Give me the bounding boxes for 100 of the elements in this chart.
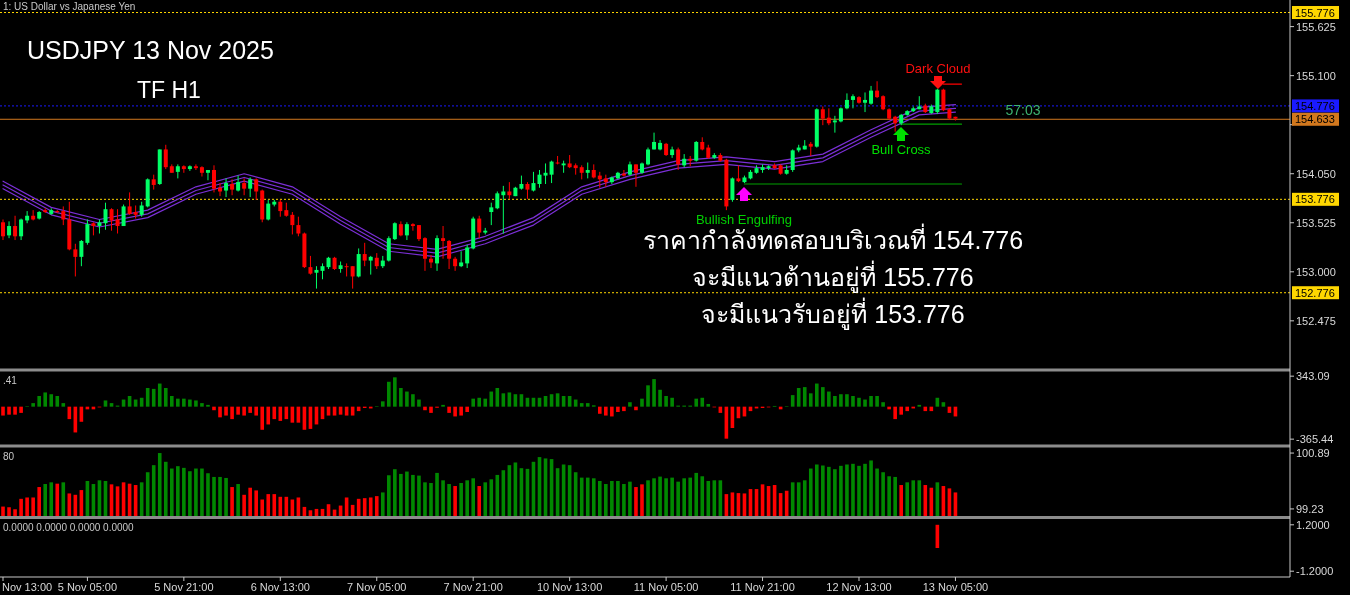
bar	[459, 406, 463, 416]
candlestick	[181, 164, 186, 174]
bar	[31, 403, 35, 407]
candlestick	[127, 191, 132, 216]
ref-line-label: 153.776	[1295, 193, 1335, 206]
bar	[393, 377, 397, 407]
candlestick	[826, 107, 831, 126]
bar	[616, 406, 620, 412]
bar	[881, 402, 885, 407]
x-tick-label: 11 Nov 05:00	[633, 581, 699, 593]
bar	[387, 381, 391, 407]
bar	[694, 398, 699, 407]
candlestick	[935, 88, 940, 115]
candlestick	[13, 215, 18, 241]
x-tick-label: 10 Nov 13:00	[536, 581, 603, 593]
bar	[808, 393, 813, 407]
bar	[941, 402, 946, 407]
bar	[188, 399, 192, 407]
bar	[796, 388, 801, 407]
bar	[405, 391, 409, 407]
bar	[899, 406, 903, 415]
bar	[230, 406, 234, 420]
candlestick	[224, 177, 229, 198]
candlestick	[212, 164, 216, 193]
y-tick-label: 155.625	[1296, 20, 1336, 33]
candlestick	[869, 85, 874, 106]
bar	[224, 406, 228, 416]
bar	[670, 397, 674, 407]
bar	[272, 406, 277, 420]
y-tick-label: -1.2000	[1296, 565, 1334, 578]
bar	[266, 406, 271, 425]
annotation: Bull Cross	[871, 142, 932, 157]
y-tick-label: 154.050	[1296, 167, 1336, 180]
bar	[483, 398, 488, 407]
candlestick	[477, 215, 482, 239]
candlestick	[7, 220, 12, 239]
bar	[399, 388, 403, 407]
bar	[260, 406, 265, 430]
candlestick	[465, 244, 470, 269]
bar	[1, 406, 5, 416]
x-tick-label: 13 Nov 05:00	[922, 581, 989, 593]
bar	[489, 391, 494, 407]
annotation: Dark Cloud	[905, 61, 971, 76]
candlestick	[242, 177, 247, 196]
bar	[417, 399, 421, 407]
candlestick	[193, 163, 198, 171]
candlestick	[103, 202, 108, 231]
x-tick-label: 12 Nov 13:00	[826, 581, 892, 593]
candlestick	[730, 176, 735, 203]
y-tick-label: 1.2000	[1296, 518, 1330, 531]
candlestick	[489, 202, 494, 226]
annotation: จะมีแนวต้านอยู่ที่ 155.776	[692, 260, 974, 293]
bar	[19, 406, 23, 413]
annotation: 57:03	[1005, 102, 1041, 118]
candlestick	[676, 147, 681, 171]
bar	[706, 404, 711, 407]
bar	[634, 406, 638, 411]
candlestick	[850, 93, 855, 109]
candlestick	[199, 165, 204, 178]
bar	[242, 406, 246, 416]
candlestick	[820, 105, 825, 126]
bar	[863, 399, 867, 407]
x-tick-label: 11 Nov 21:00	[730, 581, 795, 593]
bar	[380, 401, 385, 407]
bar	[658, 389, 662, 407]
bar	[212, 406, 216, 411]
bar	[176, 398, 180, 407]
bar	[447, 406, 451, 413]
bar	[640, 398, 644, 407]
candlestick	[85, 218, 90, 246]
bar	[851, 396, 855, 407]
bar	[839, 394, 843, 407]
x-tick-label: 6 Nov 13:00	[250, 581, 310, 593]
candlestick	[230, 178, 235, 196]
candlestick	[248, 176, 253, 198]
annotation: .41	[3, 375, 18, 386]
candlestick	[790, 148, 795, 173]
y-tick-label: 100.89	[1296, 447, 1330, 460]
candlestick	[314, 265, 319, 290]
candlestick	[832, 115, 837, 134]
bar	[875, 396, 879, 407]
bar	[893, 406, 897, 420]
bar	[579, 403, 584, 407]
candlestick	[368, 255, 373, 276]
bar	[477, 397, 482, 407]
bar	[157, 383, 162, 407]
bar	[43, 392, 48, 407]
annotation: 80	[3, 451, 15, 462]
candlestick	[652, 132, 657, 150]
bar	[103, 400, 108, 407]
bar	[471, 398, 475, 407]
candlestick	[441, 225, 446, 260]
bar	[411, 394, 415, 407]
bar	[55, 396, 60, 407]
candlestick	[453, 256, 458, 272]
x-tick-label: 5 Nov 05:00	[57, 581, 118, 593]
bar	[652, 379, 656, 407]
y-tick-label: 153.525	[1296, 216, 1336, 229]
bar	[151, 388, 156, 407]
candlestick	[633, 163, 638, 188]
